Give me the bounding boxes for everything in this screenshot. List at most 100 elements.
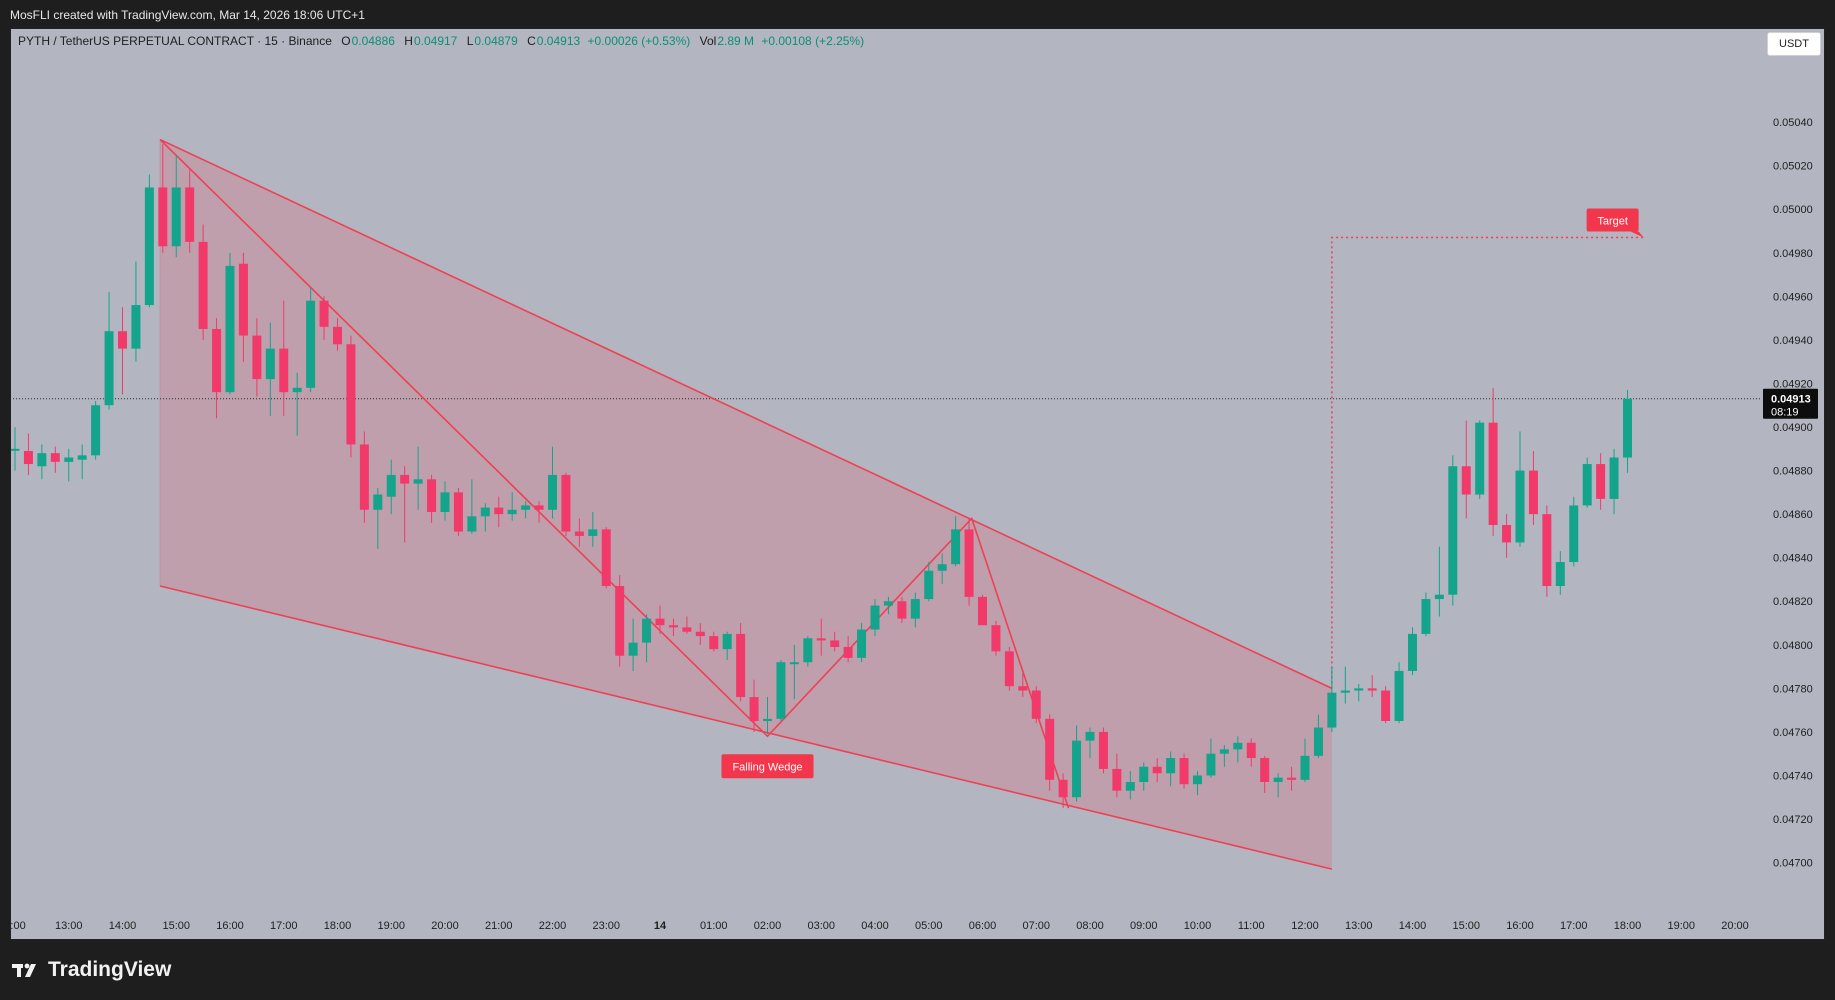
tradingview-logo[interactable]: TradingView: [12, 958, 171, 982]
time-tick-label: 22:00: [539, 920, 567, 932]
candle-body: [816, 638, 826, 641]
candle: [1004, 646, 1014, 691]
candle: [1287, 766, 1297, 791]
candle: [843, 636, 853, 663]
candle: [158, 143, 168, 253]
price-tick-label: 0.04840: [1773, 553, 1813, 565]
candle: [978, 594, 987, 626]
time-tick-label: 06:00: [969, 920, 997, 932]
candle: [910, 592, 920, 628]
candle: [279, 300, 289, 417]
low-label: L: [466, 34, 474, 48]
credit-text: MosFLI created with TradingView.com, Mar…: [10, 8, 365, 22]
candle-body: [319, 300, 329, 327]
time-tick-label: 2:00: [4, 920, 25, 932]
candle: [171, 154, 181, 258]
candle: [23, 433, 33, 475]
candle-body: [265, 348, 275, 380]
symbol-legend: PYTH / TetherUS PERPETUAL CONTRACT · 15 …: [18, 34, 864, 48]
candle: [722, 631, 732, 661]
candle: [1166, 751, 1176, 787]
time-tick-label: 18:00: [324, 920, 352, 932]
candle-body: [763, 718, 772, 722]
candle: [763, 697, 772, 735]
candle-body: [1031, 690, 1041, 719]
candle: [1085, 727, 1095, 759]
candle: [548, 446, 557, 519]
price-tick-label: 0.04760: [1773, 727, 1813, 739]
candle: [1340, 666, 1350, 704]
candle-body: [978, 596, 987, 626]
candle-body: [1072, 740, 1082, 798]
pattern-label-box: [721, 754, 814, 779]
candle-body: [655, 618, 665, 626]
candle-body: [736, 633, 746, 698]
time-tick-label: 19:00: [1667, 920, 1695, 932]
candle: [574, 518, 584, 547]
candle: [185, 167, 195, 253]
candle: [37, 444, 47, 480]
candle-body: [534, 505, 544, 510]
pattern-label: Falling Wedge: [732, 761, 802, 773]
candle: [453, 488, 463, 536]
candle-body: [306, 300, 316, 388]
price-tick-label: 0.04720: [1773, 814, 1813, 826]
target-projection-line: [1331, 236, 1644, 689]
candle-body: [1085, 731, 1095, 741]
candle-body: [615, 586, 625, 656]
candle: [212, 318, 222, 419]
price-tick-label: 0.04820: [1773, 596, 1813, 608]
candle-body: [1246, 742, 1256, 759]
candle: [198, 224, 208, 340]
candle-body: [359, 444, 369, 510]
candle-body: [924, 570, 934, 600]
candle-body: [870, 605, 880, 630]
candle: [1434, 546, 1444, 617]
candle: [1555, 551, 1565, 595]
close-label: C: [527, 34, 536, 48]
time-tick-label: 17:00: [1560, 920, 1588, 932]
time-tick-label: 04:00: [861, 920, 889, 932]
top-bar: MosFLI created with TradingView.com, Mar…: [0, 0, 1835, 28]
candle: [10, 427, 20, 471]
vol-value: 2.89 M: [717, 34, 754, 48]
candle-body: [749, 697, 759, 722]
candle-body: [238, 263, 248, 336]
time-tick-label: 10:00: [1184, 920, 1212, 932]
candle-body: [400, 474, 410, 484]
time-tick-label: 02:00: [754, 920, 782, 932]
time-tick-label: 18:00: [1614, 920, 1642, 932]
currency-button[interactable]: USDT: [1767, 32, 1821, 56]
price-tick-label: 0.04740: [1773, 770, 1813, 782]
candle-body: [1098, 731, 1108, 769]
candle-body: [1555, 562, 1565, 586]
candle: [346, 335, 356, 458]
candle-body: [252, 335, 262, 380]
current-price-countdown: 08:19: [1771, 407, 1799, 419]
candle: [1381, 686, 1391, 724]
candle-body: [333, 326, 342, 345]
candle-body: [1582, 464, 1592, 506]
candle: [427, 474, 437, 523]
candle-body: [50, 453, 60, 462]
candle: [521, 501, 531, 519]
price-tick-label: 0.05020: [1773, 161, 1813, 173]
candle-body: [1273, 777, 1283, 782]
time-tick-label: 01:00: [700, 920, 728, 932]
candle: [359, 431, 369, 523]
time-tick-label: 14:00: [1399, 920, 1427, 932]
time-tick-label: 09:00: [1130, 920, 1158, 932]
time-tick-label: 23:00: [592, 920, 620, 932]
candle-body: [413, 479, 423, 484]
candle-body: [373, 494, 383, 510]
price-tick-label: 0.04940: [1773, 335, 1813, 347]
candle-body: [104, 331, 114, 406]
candle: [991, 620, 1001, 656]
candle: [1408, 627, 1417, 676]
time-tick-label: 16:00: [1506, 920, 1534, 932]
wedge-zigzag-line: [159, 138, 1070, 809]
candle: [333, 318, 342, 351]
time-tick-label: 15:00: [162, 920, 190, 932]
candle-body: [1045, 718, 1055, 780]
